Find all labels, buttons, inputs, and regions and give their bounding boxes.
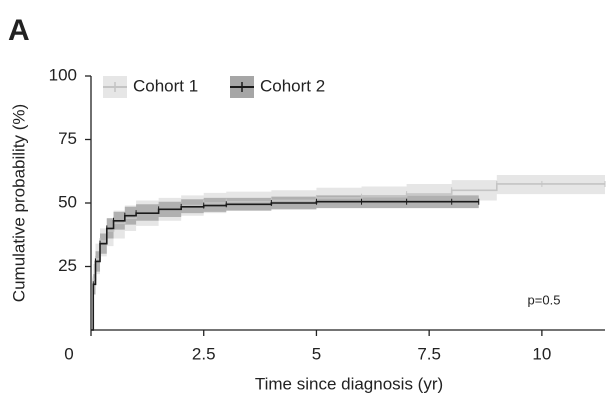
legend-label: Cohort 1 [133, 76, 198, 95]
y-tick-label: 50 [58, 192, 77, 211]
y-tick-label: 75 [58, 129, 77, 148]
x-tick-label: 7.5 [417, 344, 441, 363]
y-axis-label: Cumulative probability (%) [9, 104, 28, 302]
panel-label: A [8, 14, 30, 47]
legend-label: Cohort 2 [260, 76, 325, 95]
confidence-band [91, 195, 479, 330]
x-tick-label: 10 [532, 344, 551, 363]
x-axis-label: Time since diagnosis (yr) [255, 374, 443, 393]
y-tick-label: 100 [49, 65, 77, 84]
x-tick-label: 5 [312, 344, 321, 363]
x-tick-label: 0 [64, 344, 73, 363]
p-value: p=0.5 [528, 292, 561, 307]
x-tick-label: 2.5 [192, 344, 216, 363]
y-tick-label: 25 [58, 256, 77, 275]
confidence-band [91, 175, 605, 330]
